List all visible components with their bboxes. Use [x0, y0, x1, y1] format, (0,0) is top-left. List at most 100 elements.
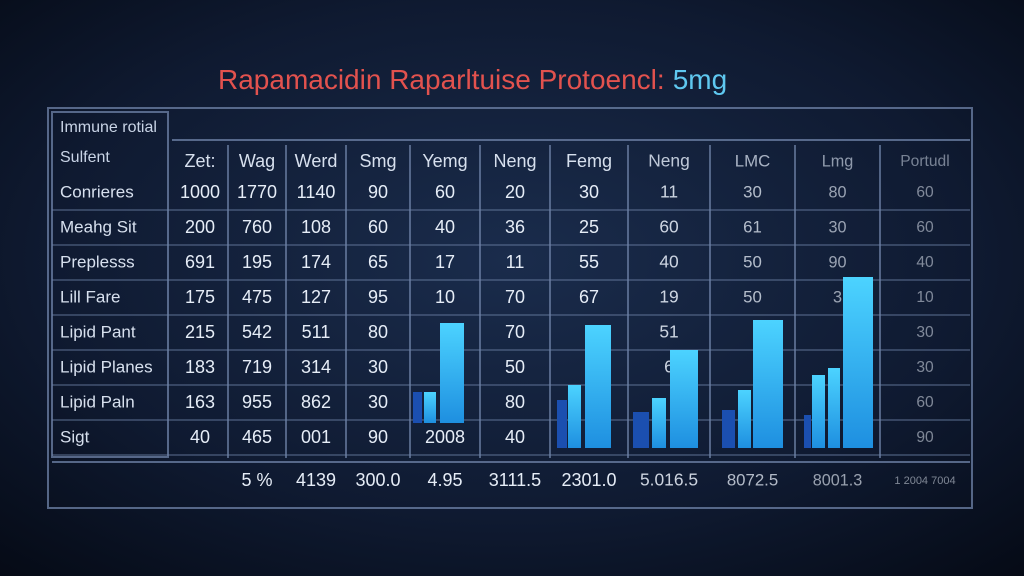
bar-decoration [633, 412, 649, 448]
cell: 60 [916, 184, 934, 201]
title: Rapamacidin Raparltuise Protoencl: 5mg [218, 64, 727, 95]
title-main: Rapamacidin Raparltuise Protoencl: [218, 64, 665, 95]
cell: 90 [828, 253, 846, 271]
cell: 30 [743, 182, 762, 201]
cell: 19 [659, 287, 678, 307]
cell: 50 [743, 287, 762, 306]
cell: 691 [185, 252, 215, 272]
cell: 60 [435, 182, 455, 202]
cell: 60 [368, 217, 388, 237]
cell: 80 [368, 322, 388, 342]
cell: 30 [916, 324, 934, 341]
bar-decoration [812, 375, 825, 448]
cell: 90 [368, 182, 388, 202]
column-header: LMC [735, 151, 770, 170]
column-header: Wag [239, 151, 275, 171]
cell: 40 [190, 427, 210, 447]
bar-decoration [804, 415, 811, 448]
title-dose: 5mg [673, 64, 727, 95]
column-header: Neng [493, 151, 536, 171]
row-label: Lipid Paln [60, 392, 135, 411]
cell: 10 [916, 289, 934, 306]
column-header: Femg [566, 151, 612, 171]
footer-cell: 3111.5 [489, 470, 541, 490]
cell: 51 [659, 322, 678, 342]
table-grid [47, 107, 973, 509]
cell: 511 [302, 322, 331, 342]
cell: 61 [743, 217, 762, 236]
footer-cell: 5.016.5 [640, 470, 698, 490]
cell: 314 [301, 357, 331, 377]
footer-cell: 1 2004 7004 [894, 475, 955, 487]
cell: 163 [185, 392, 215, 412]
cell: 11 [660, 182, 678, 202]
corner-label: Immune rotial [60, 119, 157, 136]
row-label: Preplesss [60, 252, 135, 271]
bar-decoration [722, 410, 735, 448]
cell: 542 [242, 322, 272, 342]
bar-decoration [828, 368, 840, 448]
bar-decoration [568, 385, 581, 448]
bar-decoration [652, 398, 666, 448]
cell: 862 [301, 392, 331, 412]
cell: 001 [301, 427, 331, 447]
cell: 17 [435, 252, 455, 272]
footer-cell: 300.0 [355, 470, 400, 490]
cell: 90 [368, 427, 388, 447]
column-header: Yemg [422, 151, 467, 171]
bar-decoration [440, 323, 464, 423]
column-header: Smg [359, 151, 396, 171]
cell: 1000 [180, 182, 220, 202]
cell: 719 [242, 357, 272, 377]
footer-cell: 8001.3 [813, 471, 863, 489]
column-header: Neng [648, 151, 690, 171]
cell: 55 [579, 252, 599, 272]
cell: 3 [833, 288, 842, 306]
cell: 80 [828, 183, 846, 201]
cell: 50 [505, 357, 525, 377]
cell: 183 [185, 357, 215, 377]
cell: 80 [505, 392, 525, 412]
bar-decoration [738, 390, 751, 448]
bar-decoration [843, 277, 873, 448]
cell: 6 [664, 357, 674, 377]
cell: 60 [916, 394, 934, 411]
cell: 30 [579, 182, 599, 202]
column-header: Zet: [184, 151, 215, 171]
row-label: Lill Fare [60, 287, 120, 306]
cell: 40 [916, 254, 934, 271]
cell: 90 [916, 429, 934, 446]
footer-cell: 8072.5 [727, 470, 778, 489]
cell: 11 [506, 252, 525, 272]
cell: 65 [368, 252, 388, 272]
cell: 174 [301, 252, 331, 272]
cell: 200 [185, 217, 215, 237]
cell: 30 [368, 357, 388, 377]
column-header: Lmg [822, 152, 854, 170]
corner-label: Sulfent [60, 149, 110, 166]
cell: 36 [505, 217, 525, 237]
cell: 40 [659, 252, 678, 272]
cell: 60 [659, 217, 678, 237]
cell: 1770 [237, 182, 277, 202]
column-header: Portudl [900, 153, 949, 170]
bar-decoration [585, 325, 611, 448]
cell: 760 [242, 217, 272, 237]
bar-overlay [413, 277, 873, 448]
cell: 30 [916, 359, 934, 376]
table-body: Immune rotial Sulfent Zet: Wag Werd Smg Yemg Ne… [52, 119, 970, 490]
cell: 50 [743, 252, 762, 271]
cell: 60 [916, 219, 934, 236]
cell: 195 [242, 252, 272, 272]
bar-decoration [753, 320, 783, 448]
cell: 67 [579, 287, 599, 307]
row-label: Meahg Sit [60, 217, 137, 236]
cell: 40 [435, 217, 455, 237]
row-label: Conrieres [60, 182, 134, 201]
label-column [51, 111, 169, 458]
footer-cell: 4.95 [427, 470, 462, 490]
cell: 2008 [425, 427, 465, 447]
cell: 108 [301, 217, 331, 237]
